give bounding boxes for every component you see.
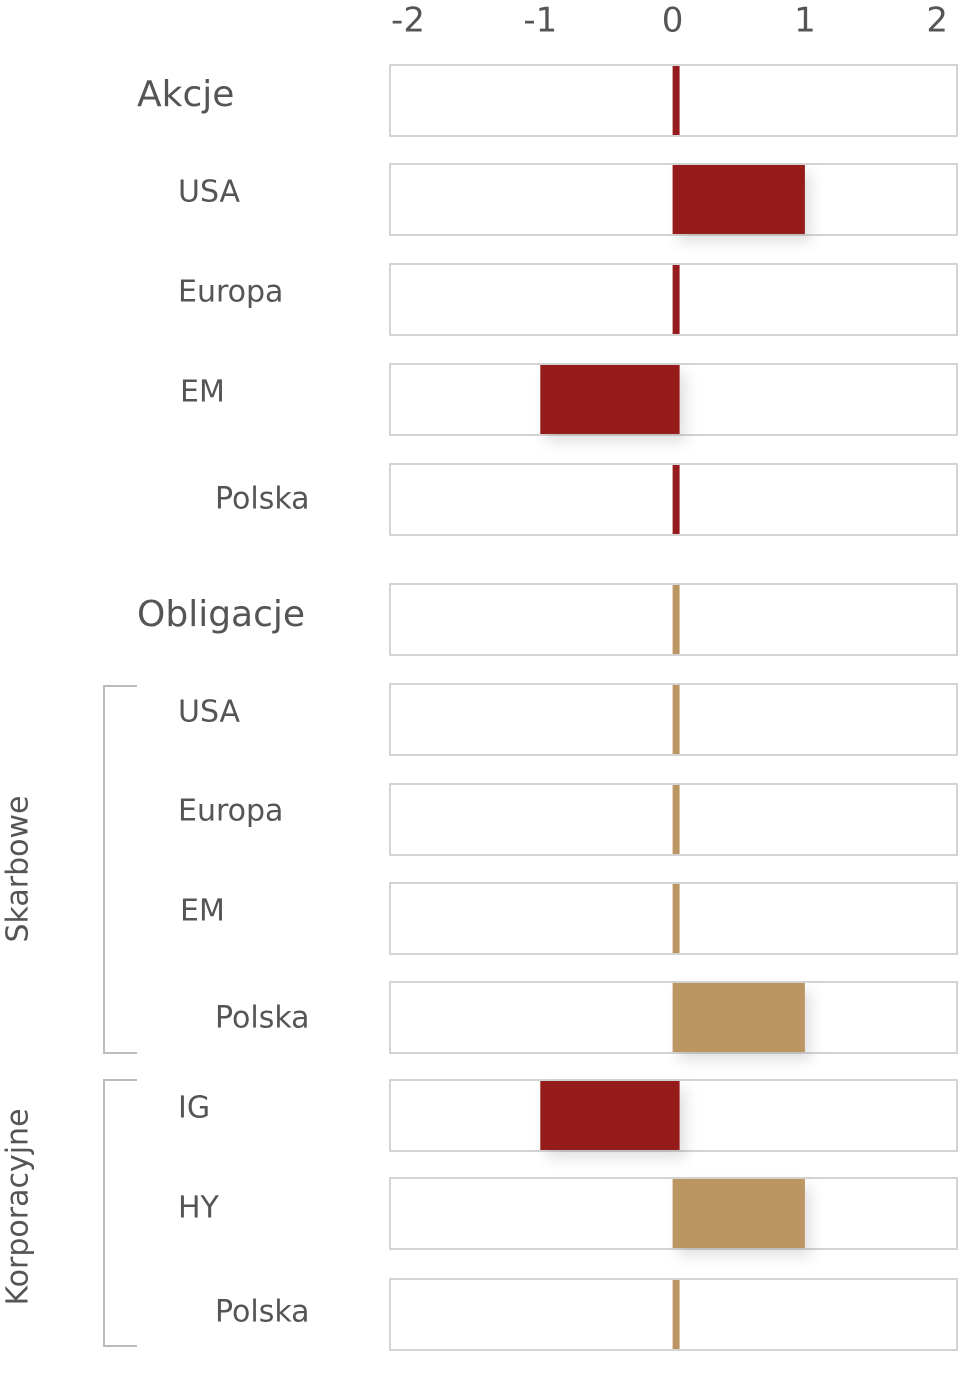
- bar: [672, 1280, 680, 1349]
- row-label: USA: [178, 175, 241, 210]
- row-label: Polska: [215, 1295, 310, 1330]
- row-label: USA: [178, 695, 241, 730]
- row-label: IG: [178, 1091, 210, 1126]
- bracket: [103, 685, 137, 1054]
- bar: [540, 1081, 680, 1150]
- row-label: Europa: [178, 794, 283, 829]
- bar: [672, 265, 680, 334]
- bar: [672, 884, 680, 953]
- bracket: [103, 1079, 137, 1347]
- bar: [540, 365, 680, 434]
- section-label: Obligacje: [137, 594, 305, 635]
- row-label: Polska: [215, 1001, 310, 1036]
- row-label: Europa: [178, 275, 283, 310]
- bracket-label: Korporacyjne: [1, 1108, 36, 1305]
- bar: [672, 983, 805, 1052]
- x-tick-label: 0: [662, 1, 684, 41]
- row-label: EM: [180, 375, 225, 410]
- row-label: EM: [180, 894, 225, 929]
- section-label: Akcje: [137, 74, 234, 115]
- bar: [672, 1179, 805, 1248]
- x-tick-label: -2: [391, 1, 425, 41]
- bar: [672, 465, 680, 534]
- bar: [672, 785, 680, 854]
- bar: [672, 685, 680, 754]
- x-tick-label: 2: [926, 1, 948, 41]
- bar: [672, 66, 680, 135]
- x-tick-label: 1: [794, 1, 816, 41]
- row-label: HY: [178, 1191, 220, 1226]
- row-label: Polska: [215, 482, 310, 517]
- bar: [672, 585, 680, 654]
- x-tick-label: -1: [523, 1, 557, 41]
- bar: [672, 165, 805, 234]
- bracket-label: Skarbowe: [1, 796, 36, 943]
